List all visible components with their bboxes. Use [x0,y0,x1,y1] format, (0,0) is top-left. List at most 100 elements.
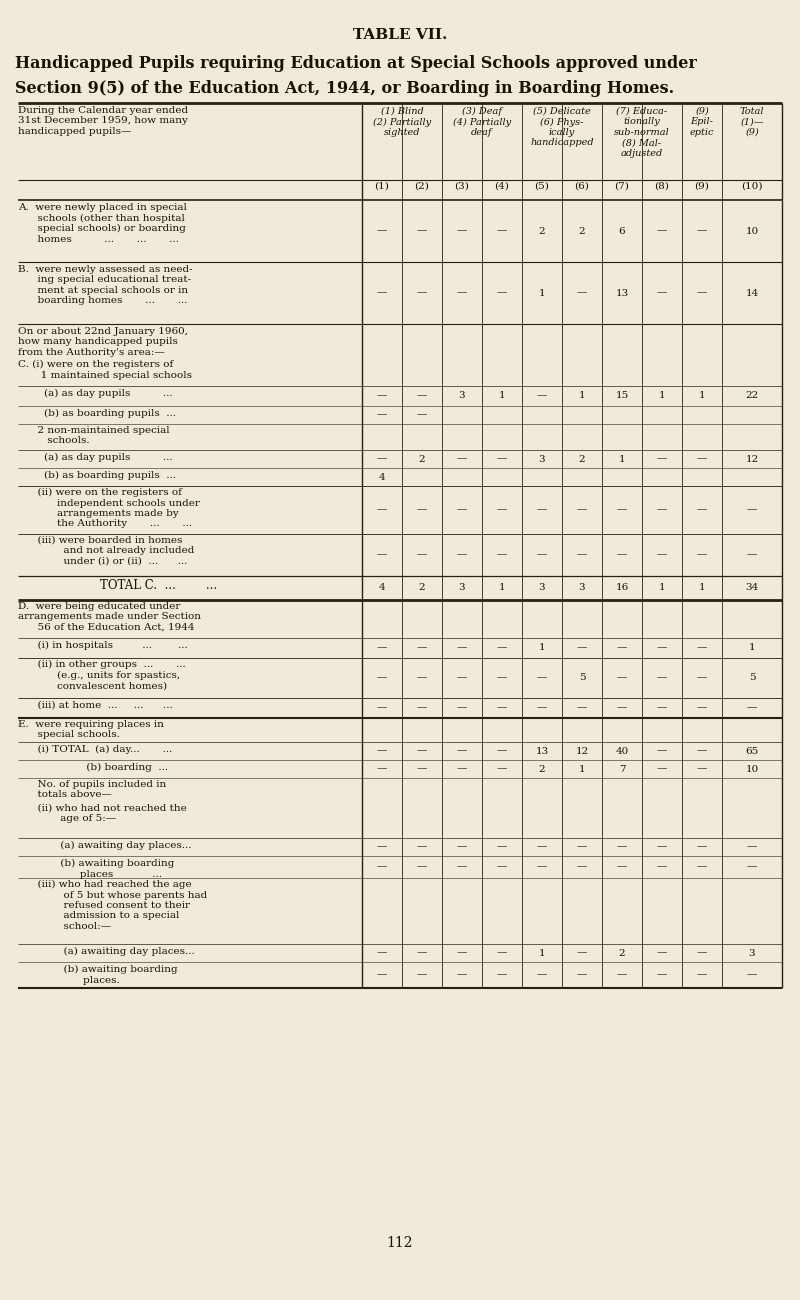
Text: —: — [657,455,667,464]
Text: —: — [377,226,387,235]
Text: 1: 1 [578,391,586,400]
Text: —: — [577,862,587,871]
Text: —: — [747,971,757,979]
Text: (5) Delicate
(6) Phys-
ically
handicapped: (5) Delicate (6) Phys- ically handicappe… [530,107,594,147]
Text: (b) boarding  ...: (b) boarding ... [18,763,168,772]
Text: —: — [747,506,757,515]
Text: (b) awaiting boarding
                    places.: (b) awaiting boarding places. [18,965,178,984]
Text: 16: 16 [615,584,629,593]
Text: —: — [657,764,667,774]
Text: 2: 2 [578,455,586,464]
Text: —: — [697,506,707,515]
Text: (i) TOTAL  (a) day...       ...: (i) TOTAL (a) day... ... [18,745,172,754]
Text: 4: 4 [378,584,386,593]
Text: (6): (6) [574,182,590,191]
Text: —: — [417,226,427,235]
Text: —: — [617,506,627,515]
Text: —: — [457,455,467,464]
Text: —: — [457,226,467,235]
Text: —: — [577,949,587,958]
Text: —: — [697,703,707,712]
Text: —: — [417,411,427,420]
Text: 15: 15 [615,391,629,400]
Text: —: — [577,289,587,298]
Text: (iii) at home  ...     ...      ...: (iii) at home ... ... ... [18,701,173,710]
Text: 12: 12 [575,746,589,755]
Text: —: — [377,842,387,852]
Text: 40: 40 [615,746,629,755]
Text: —: — [497,550,507,559]
Text: —: — [497,746,507,755]
Text: —: — [537,673,547,682]
Text: 6: 6 [618,226,626,235]
Text: —: — [457,703,467,712]
Text: —: — [417,550,427,559]
Text: —: — [657,971,667,979]
Text: —: — [377,673,387,682]
Text: No. of pupils included in
      totals above—: No. of pupils included in totals above— [18,780,166,800]
Text: 2: 2 [538,226,546,235]
Text: 65: 65 [746,746,758,755]
Text: (ii) who had not reached the
             age of 5:—: (ii) who had not reached the age of 5:— [18,803,186,823]
Text: —: — [457,550,467,559]
Text: —: — [497,506,507,515]
Text: —: — [537,842,547,852]
Text: D.  were being educated under
arrangements made under Section
      56 of the Ed: D. were being educated under arrangement… [18,602,201,632]
Text: —: — [457,971,467,979]
Text: 1: 1 [538,949,546,958]
Text: —: — [417,746,427,755]
Text: —: — [617,550,627,559]
Text: —: — [497,764,507,774]
Text: —: — [417,949,427,958]
Text: —: — [657,746,667,755]
Text: 1: 1 [749,644,755,653]
Text: 1: 1 [538,289,546,298]
Text: —: — [457,289,467,298]
Text: —: — [457,506,467,515]
Text: (a) awaiting day places...: (a) awaiting day places... [18,841,191,850]
Text: 34: 34 [746,584,758,593]
Text: —: — [377,703,387,712]
Text: 10: 10 [746,764,758,774]
Text: —: — [657,842,667,852]
Text: —: — [657,703,667,712]
Text: 3: 3 [538,584,546,593]
Text: —: — [537,971,547,979]
Text: (b) as boarding pupils  ...: (b) as boarding pupils ... [18,410,176,419]
Text: —: — [377,506,387,515]
Text: —: — [497,971,507,979]
Text: —: — [497,862,507,871]
Text: 1: 1 [498,584,506,593]
Text: —: — [537,506,547,515]
Text: C. (i) were on the registers of
       1 maintained special schools: C. (i) were on the registers of 1 mainta… [18,360,192,380]
Text: 1: 1 [498,391,506,400]
Text: 1: 1 [578,764,586,774]
Text: —: — [377,746,387,755]
Text: —: — [377,289,387,298]
Text: —: — [537,550,547,559]
Text: —: — [697,455,707,464]
Text: (i) in hospitals         ...        ...: (i) in hospitals ... ... [18,641,188,650]
Text: —: — [377,949,387,958]
Text: —: — [747,862,757,871]
Text: —: — [697,673,707,682]
Text: —: — [657,506,667,515]
Text: (3) Deaf
(4) Partially
deaf: (3) Deaf (4) Partially deaf [453,107,511,136]
Text: —: — [747,703,757,712]
Text: —: — [497,455,507,464]
Text: (1) Blind
(2) Partially
sighted: (1) Blind (2) Partially sighted [373,107,431,136]
Text: —: — [657,226,667,235]
Text: —: — [697,289,707,298]
Text: —: — [417,289,427,298]
Text: E.  were requiring places in
      special schools.: E. were requiring places in special scho… [18,720,164,740]
Text: —: — [377,550,387,559]
Text: A.  were newly placed in special
      schools (other than hospital
      specia: A. were newly placed in special schools … [18,203,187,243]
Text: —: — [417,862,427,871]
Text: (4): (4) [494,182,510,191]
Text: (a) awaiting day places...: (a) awaiting day places... [18,946,194,956]
Text: 1: 1 [658,584,666,593]
Text: —: — [657,862,667,871]
Text: (8): (8) [654,182,670,191]
Text: —: — [417,842,427,852]
Text: 7: 7 [618,764,626,774]
